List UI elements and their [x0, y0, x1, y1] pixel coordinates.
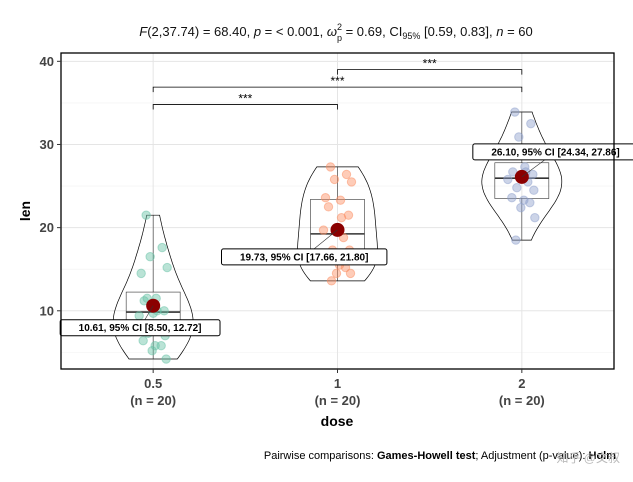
comparison-bracket — [337, 69, 523, 75]
violin-1 — [297, 166, 378, 282]
x-tick-label: 0.5 — [144, 376, 162, 391]
point-2 — [529, 185, 539, 195]
y-axis-label: len — [17, 201, 33, 221]
violin-2 — [481, 111, 563, 241]
chart-title: F(2,37.74) = 68.40, p = < 0.001, ω2 p = 0… — [139, 22, 533, 43]
point-2 — [510, 107, 520, 117]
point-1 — [329, 174, 340, 185]
mean-label-text: 19.73, 95% CI [17.66, 21.80] — [240, 252, 368, 263]
point-0.5 — [147, 346, 157, 356]
point-1 — [323, 202, 334, 212]
point-1 — [331, 268, 342, 279]
point-1 — [343, 210, 354, 220]
x-tick-label: 1 — [334, 376, 341, 391]
point-2 — [528, 169, 538, 180]
point-1 — [341, 169, 352, 180]
point-2 — [512, 183, 522, 193]
point-0.5 — [157, 242, 167, 253]
y-axis-ticks: 10 20 30 40 — [40, 54, 61, 318]
comparison-bracket — [152, 86, 523, 93]
violin-0.5 — [112, 214, 194, 360]
mean-labels: 10.61, 95% CI [8.50, 12.72] 19.73, 95% CI… — [59, 143, 633, 337]
x-tick-n-label: (n = 20) — [499, 393, 545, 408]
x-tick-n-label: (n = 20) — [315, 393, 361, 408]
point-0.5 — [141, 210, 151, 220]
comparison-bracket — [152, 104, 338, 110]
x-axis-ticks: 0.5 (n = 20) 1 (n = 20) 2 (n = 20) — [130, 369, 545, 408]
point-1 — [346, 177, 357, 187]
point-0.5 — [134, 311, 144, 321]
point-1 — [336, 212, 347, 223]
comparison-label: *** — [423, 57, 437, 71]
point-2 — [503, 174, 513, 185]
mean-label-text: 10.61, 95% CI [8.50, 12.72] — [79, 323, 202, 334]
y-tick-label: 20 — [40, 220, 54, 235]
comparison-label: *** — [238, 92, 252, 106]
point-1 — [345, 268, 356, 279]
point-0.5 — [161, 354, 171, 364]
x-axis-label: dose — [321, 413, 354, 429]
point-2 — [525, 197, 535, 208]
mean-label-box — [472, 143, 633, 161]
point-2 — [530, 212, 540, 223]
y-tick-label: 30 — [40, 137, 54, 152]
point-1 — [335, 195, 346, 205]
point-0.5 — [156, 341, 166, 351]
point-1 — [326, 276, 337, 286]
point-2 — [507, 192, 517, 203]
y-tick-label: 10 — [40, 303, 54, 318]
point-2 — [526, 118, 536, 129]
watermark: 知乎 @文叔 — [556, 450, 620, 465]
x-tick-n-label: (n = 20) — [130, 393, 176, 408]
point-0.5 — [162, 262, 172, 273]
point-0.5 — [138, 336, 148, 346]
box-2 — [494, 162, 550, 199]
mean-label-text: 26.10, 95% CI [24.34, 27.86] — [491, 147, 619, 158]
mean-label-box — [59, 319, 221, 337]
x-tick-label: 2 — [518, 376, 525, 391]
point-2 — [514, 132, 524, 142]
point-1 — [320, 192, 331, 203]
pairwise-brackets: *** *** *** — [152, 57, 523, 110]
point-1 — [318, 225, 329, 235]
point-0.5 — [136, 268, 146, 279]
violins — [112, 111, 563, 360]
point-2 — [511, 235, 521, 245]
caption: Pairwise comparisons: Games-Howell test;… — [264, 450, 616, 462]
y-tick-label: 40 — [40, 54, 54, 69]
point-0.5 — [145, 252, 155, 262]
point-0.5 — [159, 306, 169, 316]
mean-label-box — [221, 248, 388, 266]
point-1 — [325, 162, 336, 172]
comparison-label: *** — [330, 74, 344, 88]
point-2 — [516, 202, 526, 213]
